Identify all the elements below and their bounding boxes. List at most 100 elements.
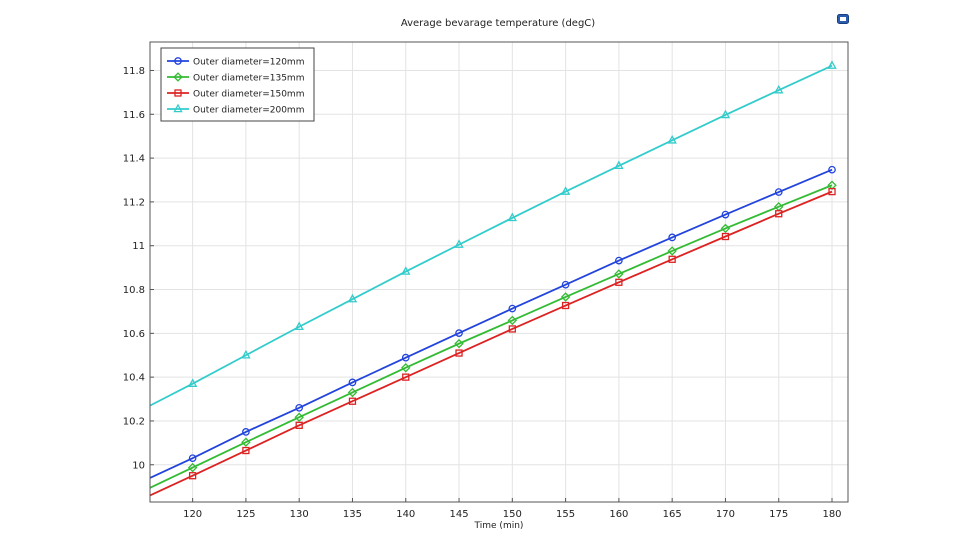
data-point: [721, 232, 730, 241]
y-tick-label: 10.6: [123, 329, 145, 340]
data-point: [721, 210, 730, 219]
y-tick-label: 10.4: [123, 373, 145, 384]
chart-title: Average bevarage temperature (degC): [401, 18, 595, 29]
data-point: [508, 325, 516, 333]
legend-item: Outer diameter=200mm: [167, 103, 304, 116]
legend-item: Outer diameter=150mm: [167, 89, 304, 100]
data-point: [402, 373, 410, 381]
data-point: [295, 421, 303, 429]
legend-item: Outer diameter=135mm: [167, 72, 304, 84]
data-point: [242, 428, 250, 436]
data-point: [508, 304, 517, 313]
plot-frame: [149, 41, 849, 503]
series-line: [149, 64, 833, 407]
y-tick-label: 11.8: [123, 66, 145, 77]
data-point: [828, 187, 836, 196]
series-4: [149, 60, 837, 407]
legend-label: Outer diameter=120mm: [193, 58, 304, 68]
data-point: [294, 321, 304, 331]
data-point: [774, 188, 783, 196]
data-point: [455, 349, 463, 357]
y-tick-label: 11.2: [123, 197, 145, 208]
data-point: [614, 160, 624, 170]
data-point: [174, 57, 182, 65]
data-point: [187, 462, 198, 473]
data-point: [174, 89, 182, 97]
data-point: [615, 256, 623, 265]
data-point: [667, 134, 677, 144]
data-point: [401, 363, 411, 373]
data-point: [188, 454, 197, 463]
data-point: [775, 210, 783, 218]
y-tick-label: 11.6: [123, 110, 145, 121]
x-tick-label: 155: [556, 509, 575, 520]
x-tick-label: 135: [343, 509, 362, 520]
legend-item: Outer diameter=120mm: [167, 57, 304, 68]
data-point: [295, 403, 304, 412]
data-point: [720, 109, 731, 119]
x-tick-label: 165: [663, 509, 682, 520]
data-point: [347, 387, 358, 398]
data-point: [507, 315, 518, 326]
data-point: [241, 437, 251, 447]
data-point: [401, 353, 410, 362]
series-line: [149, 190, 833, 497]
x-tick-label: 175: [769, 509, 788, 520]
x-tick-label: 125: [236, 509, 255, 520]
series-line: [149, 184, 833, 489]
data-point: [615, 278, 623, 286]
data-point: [187, 378, 198, 387]
x-tick-label: 120: [183, 509, 202, 520]
data-point: [561, 280, 570, 289]
data-point: [241, 349, 251, 359]
data-point: [454, 239, 464, 248]
y-axis: 10 10.2 10.4 10.6 10.8 11 11.2 11.4 11.6 11.8: [123, 66, 154, 471]
data-point: [720, 223, 731, 234]
x-tick-label: 130: [290, 509, 309, 520]
legend: Outer diameter=120mm Outer diameter=135mm…: [160, 47, 315, 122]
y-tick-label: 10.2: [123, 416, 145, 427]
data-point: [560, 186, 571, 195]
data-point: [560, 292, 571, 302]
image-icon[interactable]: [837, 14, 849, 24]
x-tick-label: 140: [396, 509, 415, 520]
x-tick-label: 150: [503, 509, 522, 520]
series-line: [149, 168, 833, 479]
legend-label: Outer diameter=200mm: [193, 106, 304, 116]
x-axis: 120 125 130 135 140 145 150 155 160 165 170 175 180: [183, 498, 842, 520]
legend-label: Outer diameter=135mm: [193, 74, 304, 84]
data-point: [455, 329, 463, 337]
series-1: [149, 165, 836, 479]
data-point: [188, 472, 197, 480]
x-tick-label: 170: [716, 509, 735, 520]
y-tick-label: 11.4: [123, 154, 145, 165]
data-point: [242, 446, 250, 455]
data-point: [507, 212, 518, 222]
data-point: [173, 103, 183, 113]
x-tick-label: 145: [449, 509, 468, 520]
series-layer: [149, 60, 837, 497]
data-point: [561, 301, 570, 310]
grid: [150, 42, 848, 502]
x-tick-label: 160: [609, 509, 628, 520]
data-point: [668, 233, 677, 242]
x-tick-label: 180: [822, 509, 841, 520]
data-point: [347, 293, 358, 303]
y-tick-label: 10.8: [123, 285, 145, 296]
series-3: [149, 187, 836, 497]
data-point: [454, 338, 464, 349]
data-point: [828, 165, 836, 174]
data-point: [774, 84, 784, 94]
data-point: [348, 397, 357, 405]
data-point: [348, 378, 357, 387]
data-point: [827, 60, 837, 69]
x-axis-label: Time (min): [474, 521, 524, 531]
data-point: [173, 72, 183, 82]
data-point: [401, 266, 411, 275]
legend-label: Outer diameter=150mm: [193, 90, 304, 100]
y-tick-label: 11: [132, 241, 145, 252]
data-point: [614, 269, 624, 279]
data-point: [294, 412, 304, 422]
data-point: [667, 246, 677, 256]
y-tick-label: 10: [132, 460, 145, 471]
